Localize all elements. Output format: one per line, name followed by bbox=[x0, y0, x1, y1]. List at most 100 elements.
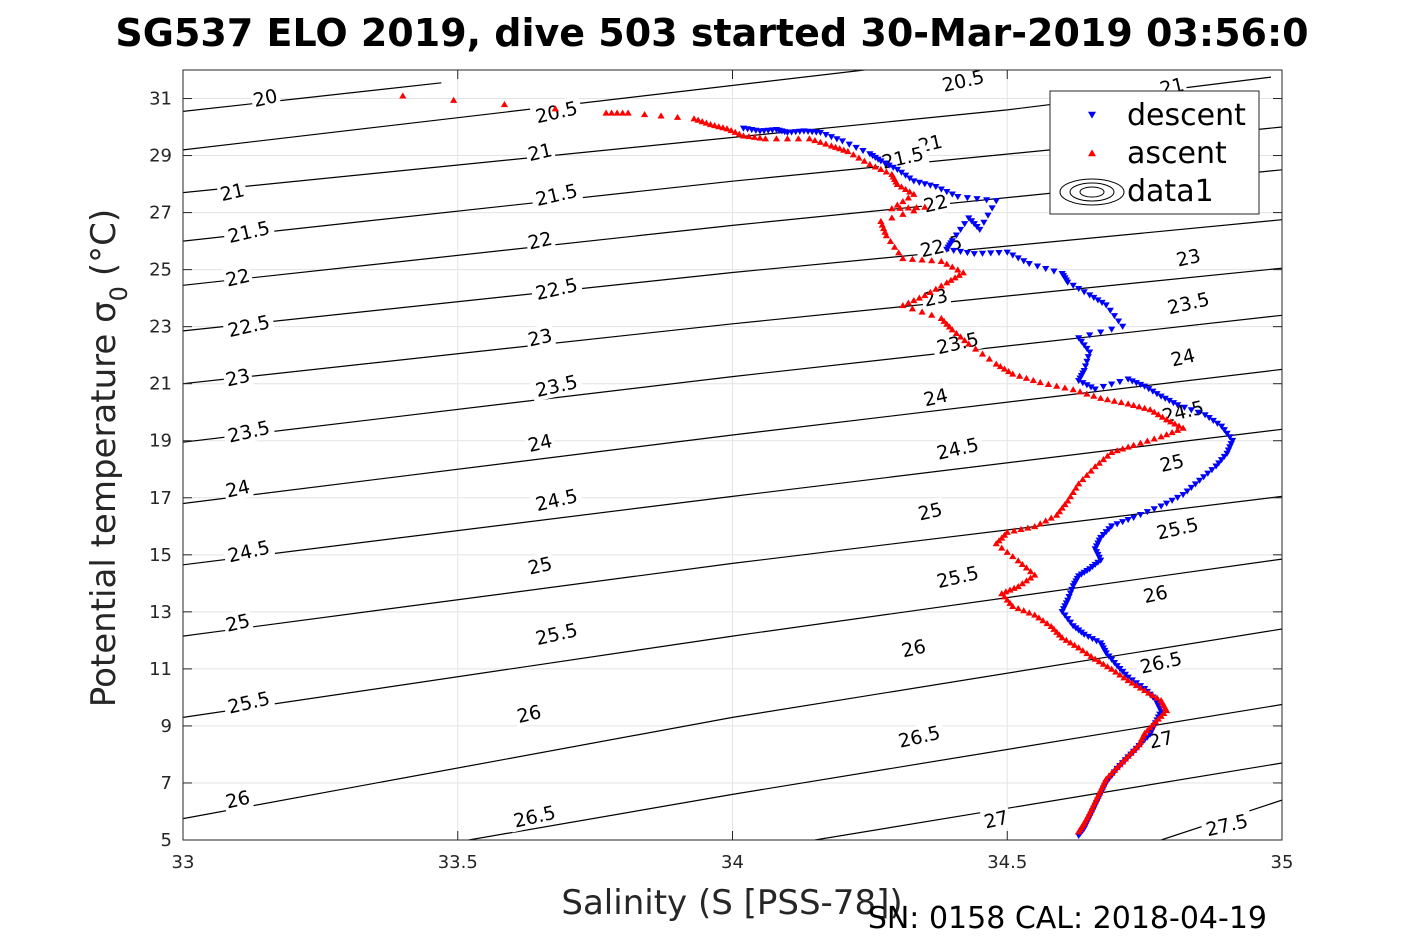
ascent-point bbox=[1171, 420, 1179, 427]
descent-point bbox=[1025, 261, 1033, 268]
ascent-point bbox=[1168, 428, 1176, 436]
ascent-point bbox=[1025, 609, 1033, 616]
ascent-point bbox=[943, 260, 951, 267]
ascent-point bbox=[921, 292, 929, 299]
contour-label: 21.5 bbox=[221, 215, 276, 248]
descent-point bbox=[1119, 519, 1127, 526]
contour-label-bg bbox=[892, 720, 946, 753]
ascent-point bbox=[1103, 452, 1112, 459]
ascent-point bbox=[1095, 658, 1103, 665]
contour-label: 26.5 bbox=[507, 799, 562, 833]
descent-point bbox=[1086, 292, 1094, 299]
descent-point bbox=[1020, 258, 1028, 265]
contour-label-text: 25 bbox=[1158, 450, 1187, 477]
descent-point bbox=[1124, 376, 1132, 383]
descent-point bbox=[1081, 363, 1090, 370]
contour-label-bg bbox=[221, 685, 276, 719]
legend-marker-ascent bbox=[1088, 149, 1096, 157]
contour-label-bg bbox=[1172, 243, 1205, 272]
ascent-point bbox=[877, 165, 885, 172]
contour-label: 22 bbox=[523, 226, 557, 255]
ascent-point bbox=[1083, 649, 1091, 657]
contour-label: 23.5 bbox=[930, 326, 985, 359]
ascent-point bbox=[551, 105, 559, 112]
contour-label-text: 23.5 bbox=[226, 417, 272, 448]
ascent-point bbox=[912, 204, 921, 211]
descent-point bbox=[984, 212, 992, 219]
ascent-point bbox=[711, 122, 719, 129]
ascent-point bbox=[901, 185, 910, 192]
contour-label-text: 22.5 bbox=[226, 311, 272, 342]
ascent-point bbox=[1018, 580, 1026, 587]
ascent-point bbox=[961, 336, 969, 344]
ascent-point bbox=[1179, 424, 1187, 431]
ascent-point bbox=[1036, 379, 1044, 386]
contour-label-text: 26 bbox=[1141, 581, 1170, 608]
contour-label-bg bbox=[523, 551, 557, 580]
descent-point bbox=[1075, 377, 1083, 385]
ascent-point bbox=[1112, 668, 1120, 675]
contour-label-text: 22 bbox=[526, 228, 555, 255]
descent-point bbox=[1083, 382, 1091, 389]
contour-label-text: 21.5 bbox=[534, 180, 580, 211]
ascent-point bbox=[1150, 408, 1158, 415]
contour-label: 26.5 bbox=[1134, 645, 1188, 679]
contour-label-text: 25.5 bbox=[226, 688, 272, 719]
ascent-point bbox=[1145, 689, 1153, 696]
ascent-point bbox=[910, 297, 918, 304]
contour-label-text: 26 bbox=[224, 787, 253, 814]
ascent-point bbox=[1009, 553, 1017, 560]
descent-point bbox=[1087, 384, 1095, 391]
descent-point bbox=[1213, 420, 1222, 427]
ascent-point bbox=[921, 203, 929, 210]
contour-label: 21.5 bbox=[529, 178, 584, 211]
descent-point bbox=[852, 144, 860, 151]
legend-ascent-triangle bbox=[1088, 149, 1096, 157]
ascent-point bbox=[849, 151, 857, 158]
contour-label-bg bbox=[979, 805, 1013, 833]
descent-point bbox=[1092, 638, 1101, 645]
contour-label: 23 bbox=[221, 363, 254, 391]
descent-point bbox=[965, 215, 973, 222]
contour-label-bg bbox=[221, 363, 254, 391]
ascent-point bbox=[450, 96, 458, 103]
descent-point bbox=[1157, 503, 1165, 510]
descent-point bbox=[889, 164, 897, 171]
contour-label: 24 bbox=[919, 383, 952, 412]
ascent-point bbox=[866, 160, 874, 167]
ascent-point bbox=[1042, 517, 1050, 524]
contour-label: 22.5 bbox=[529, 272, 584, 305]
descent-point bbox=[1224, 447, 1233, 454]
ascent-point bbox=[947, 276, 955, 283]
contour-label-bg bbox=[1155, 448, 1188, 477]
contour-label-bg bbox=[221, 414, 276, 448]
ascent-point bbox=[882, 232, 890, 239]
ascent-point bbox=[1143, 437, 1151, 444]
ascent-point bbox=[1158, 413, 1167, 420]
contour-label: 21.5 bbox=[875, 141, 930, 174]
contour-label-text: 26.5 bbox=[1138, 648, 1184, 679]
ascent-point bbox=[1005, 367, 1013, 375]
contour-label: 22 bbox=[221, 263, 254, 292]
contour-label-text: 24 bbox=[922, 385, 951, 412]
contour-line-25 bbox=[183, 495, 1282, 637]
contour-label-bg bbox=[523, 226, 557, 255]
ascent-point bbox=[1064, 497, 1072, 504]
series-layer bbox=[399, 92, 1237, 839]
descent-point bbox=[1084, 633, 1092, 641]
ascent-point bbox=[1091, 655, 1099, 662]
descent-point bbox=[1114, 318, 1123, 325]
contour-label: 24 bbox=[1166, 343, 1199, 371]
contour-label: 24.5 bbox=[221, 534, 276, 567]
descent-point bbox=[1110, 313, 1119, 320]
y-tick-label: 17 bbox=[149, 488, 172, 509]
descent-point bbox=[1084, 354, 1092, 361]
ascent-point bbox=[943, 279, 951, 286]
ascent-point bbox=[608, 109, 616, 116]
ascent-point bbox=[698, 118, 706, 125]
ascent-point bbox=[937, 257, 945, 264]
ascent-point bbox=[1120, 674, 1128, 681]
ascent-point bbox=[1009, 370, 1017, 377]
